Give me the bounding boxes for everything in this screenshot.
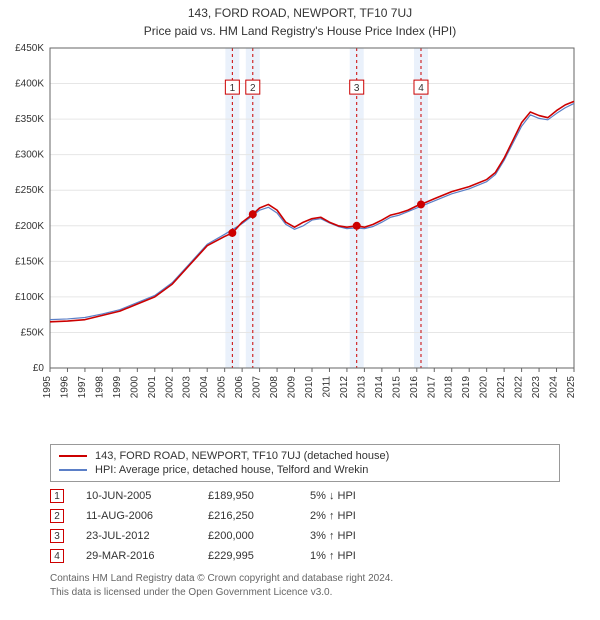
svg-text:2023: 2023 <box>531 376 542 399</box>
svg-text:2001: 2001 <box>147 376 158 399</box>
sale-delta: 3% ↑ HPI <box>310 530 400 542</box>
svg-text:2021: 2021 <box>496 376 507 399</box>
legend-label: HPI: Average price, detached house, Telf… <box>95 464 368 476</box>
sale-price: £216,250 <box>208 510 288 522</box>
page: 143, FORD ROAD, NEWPORT, TF10 7UJ Price … <box>0 0 600 620</box>
page-title: 143, FORD ROAD, NEWPORT, TF10 7UJ <box>0 0 600 20</box>
sale-marker: 3 <box>50 529 64 543</box>
sale-delta: 1% ↑ HPI <box>310 550 400 562</box>
svg-text:2013: 2013 <box>356 376 367 399</box>
svg-text:2024: 2024 <box>549 376 560 399</box>
legend-item: HPI: Average price, detached house, Telf… <box>59 463 551 477</box>
sale-marker: 4 <box>50 549 64 563</box>
footer-attribution: Contains HM Land Registry data © Crown c… <box>50 572 560 599</box>
svg-text:3: 3 <box>354 83 360 94</box>
svg-text:2007: 2007 <box>252 376 263 399</box>
sale-price: £229,995 <box>208 550 288 562</box>
svg-text:£250K: £250K <box>15 185 44 196</box>
svg-text:2005: 2005 <box>217 376 228 399</box>
svg-text:2004: 2004 <box>199 376 210 399</box>
svg-text:2022: 2022 <box>514 376 525 399</box>
svg-text:2011: 2011 <box>321 376 332 398</box>
svg-text:£200K: £200K <box>15 221 44 232</box>
svg-text:2003: 2003 <box>182 376 193 399</box>
sale-price: £189,950 <box>208 490 288 502</box>
svg-text:2016: 2016 <box>409 376 420 399</box>
legend-label: 143, FORD ROAD, NEWPORT, TF10 7UJ (detac… <box>95 450 389 462</box>
svg-text:2002: 2002 <box>164 376 175 399</box>
legend-item: 143, FORD ROAD, NEWPORT, TF10 7UJ (detac… <box>59 449 551 463</box>
sale-row: 2 11-AUG-2006 £216,250 2% ↑ HPI <box>50 506 560 526</box>
sale-row: 1 10-JUN-2005 £189,950 5% ↓ HPI <box>50 486 560 506</box>
svg-text:2020: 2020 <box>479 376 490 399</box>
svg-text:1996: 1996 <box>59 376 70 399</box>
svg-text:2018: 2018 <box>444 376 455 399</box>
footer-line-1: Contains HM Land Registry data © Crown c… <box>50 572 560 586</box>
svg-text:1998: 1998 <box>94 376 105 399</box>
svg-text:2012: 2012 <box>339 376 350 399</box>
line-chart: £0 £50K £100K £150K £200K £250K £300K £350K £400… <box>0 38 600 438</box>
svg-text:£450K: £450K <box>15 43 44 54</box>
sale-delta: 2% ↑ HPI <box>310 510 400 522</box>
svg-text:1: 1 <box>230 83 236 94</box>
svg-text:£300K: £300K <box>15 150 44 161</box>
sale-row: 4 29-MAR-2016 £229,995 1% ↑ HPI <box>50 546 560 566</box>
svg-text:2008: 2008 <box>269 376 280 399</box>
svg-text:2025: 2025 <box>566 376 577 399</box>
legend-swatch <box>59 455 87 457</box>
svg-text:£350K: £350K <box>15 114 44 125</box>
svg-text:2009: 2009 <box>287 376 298 399</box>
svg-text:£400K: £400K <box>15 79 44 90</box>
sale-date: 23-JUL-2012 <box>86 530 186 542</box>
chart-area: £0 £50K £100K £150K £200K £250K £300K £350K £400… <box>0 38 600 438</box>
svg-text:2015: 2015 <box>391 376 402 399</box>
svg-text:2014: 2014 <box>374 376 385 399</box>
svg-text:£150K: £150K <box>15 256 44 267</box>
sales-table: 1 10-JUN-2005 £189,950 5% ↓ HPI 2 11-AUG-2006… <box>50 486 560 566</box>
svg-text:2019: 2019 <box>461 376 472 399</box>
sale-row: 3 23-JUL-2012 £200,000 3% ↑ HPI <box>50 526 560 546</box>
svg-text:£0: £0 <box>33 363 45 374</box>
sale-date: 29-MAR-2016 <box>86 550 186 562</box>
sale-marker: 2 <box>50 509 64 523</box>
svg-text:1999: 1999 <box>112 376 123 399</box>
svg-text:4: 4 <box>418 83 424 94</box>
sale-delta: 5% ↓ HPI <box>310 490 400 502</box>
svg-text:2000: 2000 <box>129 376 140 399</box>
svg-text:2010: 2010 <box>304 376 315 399</box>
sale-date: 10-JUN-2005 <box>86 490 186 502</box>
sale-date: 11-AUG-2006 <box>86 510 186 522</box>
svg-text:2: 2 <box>250 83 256 94</box>
legend-swatch <box>59 469 87 471</box>
svg-text:1995: 1995 <box>42 376 53 399</box>
svg-text:2017: 2017 <box>426 376 437 399</box>
svg-text:1997: 1997 <box>77 376 88 399</box>
sale-marker: 1 <box>50 489 64 503</box>
footer-line-2: This data is licensed under the Open Gov… <box>50 586 560 600</box>
page-subtitle: Price paid vs. HM Land Registry's House … <box>0 20 600 38</box>
legend: 143, FORD ROAD, NEWPORT, TF10 7UJ (detac… <box>50 444 560 482</box>
sale-price: £200,000 <box>208 530 288 542</box>
svg-text:2006: 2006 <box>234 376 245 399</box>
svg-text:£100K: £100K <box>15 292 44 303</box>
svg-text:£50K: £50K <box>21 327 45 338</box>
